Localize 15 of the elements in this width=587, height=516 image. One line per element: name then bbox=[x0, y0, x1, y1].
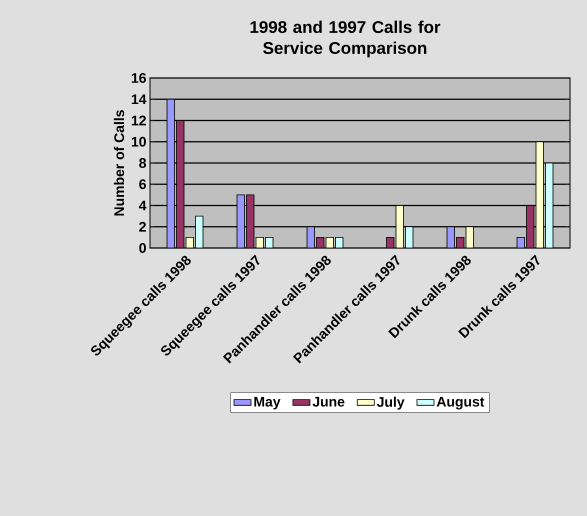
y-tick-label: 4 bbox=[138, 200, 146, 210]
y-tick-label: 10 bbox=[132, 136, 146, 147]
y-tick-label: 2 bbox=[139, 222, 146, 232]
legend-label: May bbox=[254, 396, 280, 410]
legend-label: August bbox=[436, 396, 484, 410]
chart-title: 1998 and 1997 Calls for Service Comparison bbox=[250, 20, 440, 58]
legend-label: June bbox=[312, 396, 344, 407]
y-tick-label: 0 bbox=[139, 243, 146, 253]
legend-label: July bbox=[376, 396, 405, 410]
y-tick-label: 6 bbox=[139, 179, 146, 190]
y-tick-label: 16 bbox=[132, 73, 146, 83]
y-tick-label: 8 bbox=[139, 158, 146, 168]
y-tick-label: 12 bbox=[132, 116, 146, 126]
y-tick-label: 14 bbox=[132, 94, 146, 104]
y-axis-title: Number of Calls bbox=[114, 110, 124, 216]
